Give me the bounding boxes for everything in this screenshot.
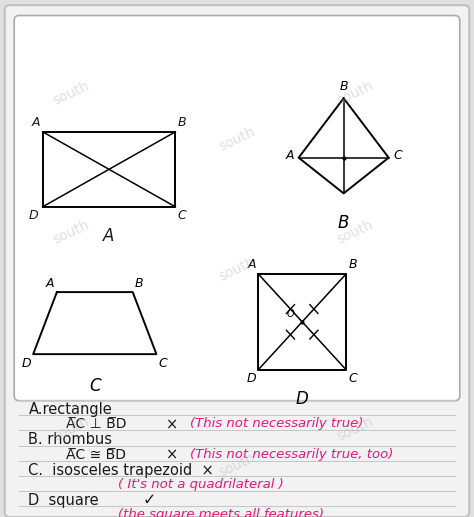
Text: ( It's not a quadrilateral ): ( It's not a quadrilateral ): [118, 478, 284, 491]
Text: C: C: [348, 372, 357, 385]
Text: C: C: [178, 209, 186, 222]
Text: C: C: [393, 148, 402, 162]
Text: A: A: [285, 148, 294, 162]
Text: south: south: [51, 218, 91, 247]
FancyBboxPatch shape: [5, 5, 469, 517]
Text: A: A: [46, 277, 55, 290]
Text: ✓: ✓: [142, 493, 155, 508]
Text: D  square: D square: [28, 493, 99, 508]
Text: D: D: [28, 209, 38, 222]
Text: B: B: [338, 214, 349, 232]
Text: ×: ×: [166, 448, 178, 463]
Text: O: O: [286, 309, 294, 319]
Text: B: B: [348, 258, 357, 271]
FancyBboxPatch shape: [14, 16, 460, 401]
Text: D: D: [21, 357, 31, 370]
Text: A̅C ⊥ B̅D: A̅C ⊥ B̅D: [66, 417, 127, 431]
Text: B. rhombus: B. rhombus: [28, 432, 112, 447]
Text: C.  isosceles trapezoid  ×: C. isosceles trapezoid ×: [28, 463, 214, 478]
Text: B: B: [339, 80, 348, 93]
Text: (This not necessarily true, too): (This not necessarily true, too): [190, 448, 393, 461]
Text: south: south: [335, 79, 376, 108]
Text: A.rectangle: A.rectangle: [28, 402, 112, 417]
Text: A: A: [32, 116, 40, 129]
Text: (This not necessarily true): (This not necessarily true): [190, 417, 363, 430]
Text: D: D: [296, 390, 309, 408]
Text: D: D: [246, 372, 256, 385]
Text: B: B: [135, 277, 144, 290]
Text: (the square meets all features): (the square meets all features): [118, 508, 325, 517]
Text: south: south: [51, 79, 91, 108]
Text: south: south: [217, 254, 257, 283]
Text: C: C: [159, 357, 167, 370]
Text: south: south: [335, 415, 376, 444]
Text: ×: ×: [166, 417, 178, 432]
Text: south: south: [217, 451, 257, 480]
Text: south: south: [335, 218, 376, 247]
Text: south: south: [217, 125, 257, 154]
Text: south: south: [51, 415, 91, 444]
Text: B: B: [178, 116, 186, 129]
Text: C: C: [89, 377, 100, 396]
Text: A̅C ≅ B̅D: A̅C ≅ B̅D: [66, 448, 127, 462]
Text: A: A: [103, 227, 115, 246]
Text: A: A: [247, 258, 256, 271]
